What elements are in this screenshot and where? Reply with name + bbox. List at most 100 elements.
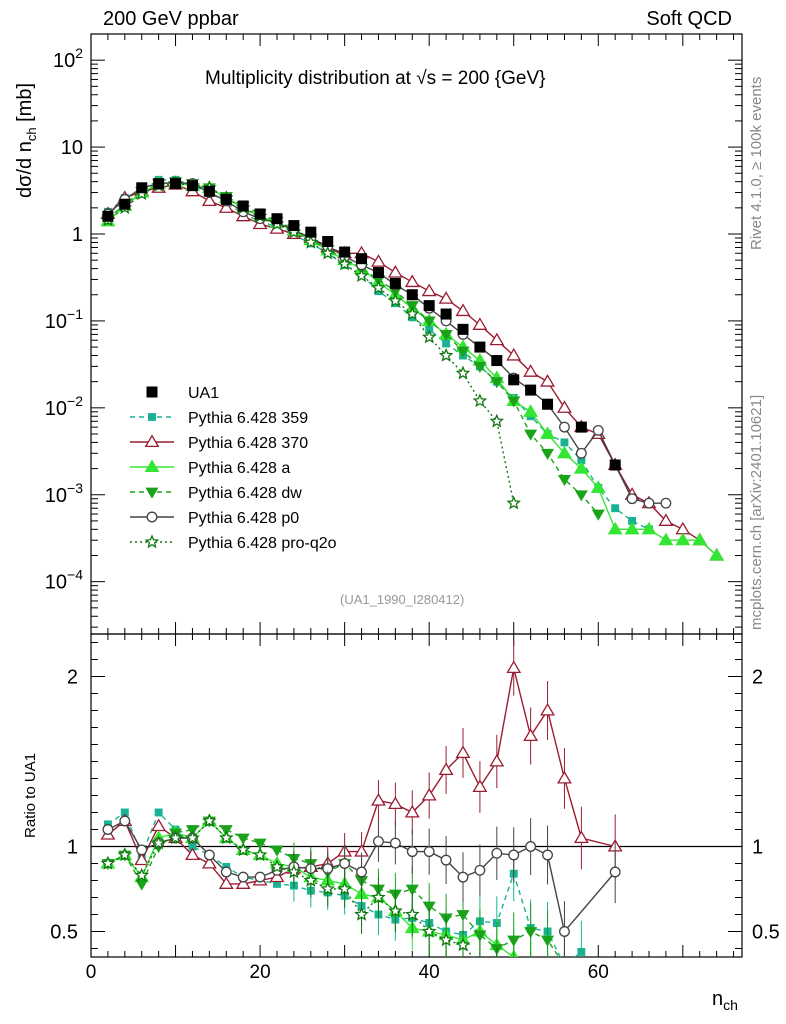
series-point <box>438 347 454 362</box>
y-tick-base: 10 <box>53 50 75 72</box>
series-point <box>456 346 470 358</box>
legend-label: Pythia 6.428 pro-q2o <box>188 535 337 552</box>
ratio-series-line <box>107 820 474 957</box>
ratio-y-axis-label: Ratio to UA1 <box>22 752 39 838</box>
ua1-data-point <box>153 178 165 190</box>
ua1-data-point <box>237 200 249 212</box>
legend-marker <box>146 511 158 523</box>
ratio-series-point <box>404 906 420 921</box>
ua1-data-point <box>254 208 266 220</box>
ratio-series-point <box>389 837 401 849</box>
ratio-series-point <box>559 962 570 971</box>
series-point <box>607 521 623 535</box>
ratio-series-point <box>406 846 418 858</box>
ratio-series-point <box>373 835 384 847</box>
legend-marker <box>144 459 160 473</box>
series-point <box>455 303 471 317</box>
ratio-series-point <box>354 906 369 921</box>
series-point <box>560 438 569 447</box>
reference-label: (UA1_1990_I280412) <box>340 592 465 607</box>
ratio-series-point <box>371 793 386 806</box>
legend-label: Pythia 6.428 a <box>188 460 290 477</box>
series-point <box>472 317 488 330</box>
y-axis-label-main: dσ/d n <box>14 141 36 198</box>
ua1-data-point <box>170 178 182 190</box>
series-point <box>540 374 555 387</box>
ua1-data-point <box>575 421 587 433</box>
series-point <box>303 234 319 249</box>
series-point <box>421 283 437 297</box>
y-tick-exponent: −1 <box>67 306 83 322</box>
series-point <box>421 329 437 344</box>
legend-label: Pythia 6.428 359 <box>188 410 308 427</box>
series-point <box>320 245 336 260</box>
ratio-series-point <box>541 968 554 979</box>
ua1-data-point <box>508 374 520 386</box>
series-point <box>507 396 521 408</box>
ua1-data-point <box>440 308 452 320</box>
header-right: Soft QCD <box>646 8 732 30</box>
series-point <box>442 339 451 348</box>
series-point <box>523 404 539 417</box>
ratio-series-point <box>270 845 284 857</box>
series-point <box>371 254 386 267</box>
ratio-series-point <box>457 871 469 883</box>
ratio-series-point <box>489 753 505 767</box>
y-tick-label: 10−3 <box>45 480 83 507</box>
ratio-series-point <box>404 804 420 818</box>
y-tick-base: 10 <box>61 137 83 159</box>
ratio-series-point <box>455 937 471 952</box>
ua1-data-point <box>609 459 621 471</box>
ratio-series-line <box>107 667 616 885</box>
ratio-series-point <box>134 852 150 866</box>
y-tick-base: 10 <box>45 572 67 594</box>
y-tick-exponent: 2 <box>75 45 83 61</box>
ratio-plot-area: 0 20 40 60 0.5 0.5 1 1 2 2 <box>50 634 780 987</box>
series-point <box>559 421 570 433</box>
ratio-series-point <box>337 881 352 896</box>
ratio-series-point <box>185 825 199 837</box>
y-tick-base: 10 <box>45 311 67 333</box>
ratio-series-line <box>107 820 560 957</box>
ratio-series-point <box>540 702 555 716</box>
ratio-series-point <box>456 910 470 922</box>
series-point <box>660 497 672 509</box>
ratio-series-point <box>609 866 621 878</box>
series-point <box>692 532 708 546</box>
series-point <box>404 306 420 321</box>
ratio-series-point <box>320 881 336 896</box>
ua1-data-point <box>525 384 537 396</box>
ratio-series-point <box>185 847 200 861</box>
ua1-data-point <box>339 246 351 258</box>
ratio-series-point <box>388 903 403 918</box>
ua1-data-point <box>203 185 215 197</box>
ratio-series-point <box>220 866 232 878</box>
ratio-y-tick-label: 2 <box>67 667 78 689</box>
ua1-data-point <box>102 210 114 222</box>
legend-marker <box>144 434 160 448</box>
series-point <box>472 393 488 408</box>
ua1-data-point <box>220 193 232 205</box>
series-point <box>574 490 588 502</box>
series-point <box>658 532 674 546</box>
y-tick-exponent: −3 <box>67 480 83 496</box>
ratio-series-point <box>577 947 586 956</box>
legend-label: Pythia 6.428 370 <box>188 435 308 452</box>
ratio-series-line <box>107 820 515 957</box>
series-point <box>388 293 403 308</box>
ratio-series-point <box>508 849 520 861</box>
plot-title: Multiplicity distribution at √s = 200 {G… <box>205 68 546 89</box>
ratio-series-point <box>253 838 267 850</box>
series-point <box>592 424 604 436</box>
legend-marker <box>145 487 159 499</box>
ratio-series-point <box>558 976 571 987</box>
ratio-series-point <box>491 847 503 859</box>
y-tick-label: 10−2 <box>45 393 83 420</box>
ratio-series-point <box>524 963 537 974</box>
ratio-series-point <box>405 884 419 896</box>
series-point <box>626 493 638 505</box>
y-tick-base: 1 <box>72 224 83 246</box>
ua1-data-point <box>136 182 148 194</box>
series-point <box>590 480 606 493</box>
